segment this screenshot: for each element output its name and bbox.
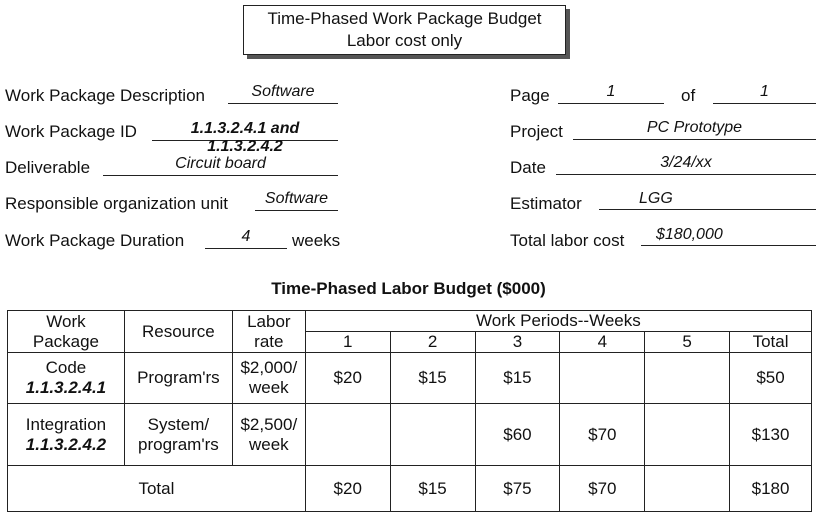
week-total-cell bbox=[644, 465, 731, 512]
header-row: Work Package Resource Labor rate Work Pe… bbox=[7, 310, 813, 353]
week-cell: $60 bbox=[474, 403, 561, 466]
duration-value: 4 bbox=[205, 228, 287, 249]
labor-rate-header: Labor rate bbox=[231, 310, 306, 353]
package-id-label: Work Package ID bbox=[5, 122, 137, 141]
page-label: Page bbox=[510, 86, 550, 105]
week-cell: $15 bbox=[389, 352, 476, 404]
package-id-value: 1.1.3.2.4.1 and 1.1.3.2.4.2 bbox=[152, 120, 338, 155]
table-row: Code 1.1.3.2.4.1 Program'rs $2,000/ week… bbox=[7, 352, 812, 404]
week-cell: $20 bbox=[304, 352, 391, 404]
description-value: Software bbox=[228, 83, 338, 104]
total-row-label: Total bbox=[7, 465, 306, 512]
week-total-cell: $75 bbox=[474, 465, 561, 512]
total-cost-label: Total labor cost bbox=[510, 231, 625, 250]
form-subtitle: Labor cost only bbox=[346, 31, 463, 50]
week-cell bbox=[559, 352, 646, 404]
duration-label: Work Package Duration bbox=[5, 231, 185, 250]
rate-cell: $2,500/ week bbox=[231, 403, 306, 466]
week-cell bbox=[644, 403, 731, 466]
total-cell: $50 bbox=[729, 352, 812, 404]
estimator-value: LGG bbox=[599, 190, 816, 210]
org-unit-value: Software bbox=[255, 190, 338, 211]
labor-budget-table: Work Package Resource Labor rate Work Pe… bbox=[7, 310, 813, 512]
week-cell bbox=[389, 403, 476, 466]
total-cell: $130 bbox=[729, 403, 812, 466]
estimator-label: Estimator bbox=[510, 194, 582, 213]
duration-unit: weeks bbox=[292, 231, 341, 250]
work-package-cell: Code 1.1.3.2.4.1 bbox=[7, 352, 125, 404]
of-value: 1 bbox=[713, 83, 816, 104]
total-header: Total bbox=[729, 331, 812, 353]
resource-header: Resource bbox=[123, 310, 233, 353]
week-cell: $15 bbox=[474, 352, 561, 404]
week-total-cell: $70 bbox=[559, 465, 646, 512]
deliverable-label: Deliverable bbox=[5, 158, 91, 177]
week-total-cell: $15 bbox=[389, 465, 476, 512]
form-title-box: Time-Phased Work Package Budget Labor co… bbox=[243, 5, 566, 55]
date-label: Date bbox=[510, 158, 546, 177]
week-header: 2 bbox=[389, 331, 476, 353]
grand-total-cell: $180 bbox=[729, 465, 812, 512]
project-value: PC Prototype bbox=[573, 119, 816, 140]
week-cell bbox=[644, 352, 731, 404]
week-total-cell: $20 bbox=[304, 465, 391, 512]
week-header: 4 bbox=[559, 331, 646, 353]
page-value: 1 bbox=[558, 83, 664, 104]
total-cost-value: $180,000 bbox=[641, 226, 816, 246]
table-row: Integration 1.1.3.2.4.2 System/ program'… bbox=[7, 403, 812, 466]
project-label: Project bbox=[510, 122, 563, 141]
week-header: 1 bbox=[304, 331, 391, 353]
deliverable-value: Circuit board bbox=[103, 155, 338, 176]
rate-cell: $2,000/ week bbox=[231, 352, 306, 404]
description-label: Work Package Description bbox=[5, 86, 205, 105]
total-row: Total $20 $15 $75 $70 $180 bbox=[7, 465, 812, 512]
resource-cell: System/ program'rs bbox=[123, 403, 233, 466]
date-value: 3/24/xx bbox=[556, 154, 816, 175]
week-cell: $70 bbox=[559, 403, 646, 466]
work-package-cell: Integration 1.1.3.2.4.2 bbox=[7, 403, 125, 466]
week-header: 3 bbox=[474, 331, 561, 353]
work-periods-header: Work Periods--Weeks bbox=[304, 310, 813, 332]
resource-cell: Program'rs bbox=[123, 352, 233, 404]
of-label: of bbox=[681, 86, 696, 105]
week-cell bbox=[304, 403, 391, 466]
table-title: Time-Phased Labor Budget ($000) bbox=[271, 279, 546, 298]
org-unit-label: Responsible organization unit bbox=[5, 194, 229, 213]
week-header: 5 bbox=[644, 331, 731, 353]
work-package-header: Work Package bbox=[7, 310, 125, 353]
form-title: Time-Phased Work Package Budget bbox=[267, 9, 542, 28]
